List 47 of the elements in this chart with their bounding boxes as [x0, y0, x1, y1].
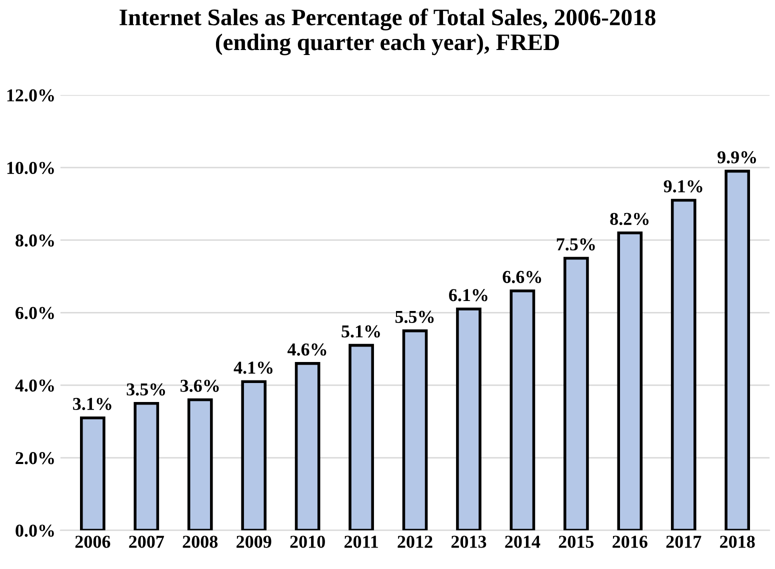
x-tick-label: 2016 — [612, 536, 648, 548]
bar — [80, 416, 106, 530]
bar — [724, 170, 750, 530]
data-label: 8.2% — [610, 212, 649, 226]
bar — [134, 402, 160, 530]
bar — [187, 398, 213, 530]
y-tick-label: 8.0% — [16, 234, 54, 247]
bar — [348, 344, 374, 530]
data-label: 3.6% — [180, 380, 219, 392]
bar — [670, 198, 696, 530]
bar — [510, 290, 536, 530]
data-label: 6.1% — [449, 289, 488, 302]
data-label: 9.9% — [718, 151, 756, 164]
bar — [402, 329, 428, 530]
x-tick-label: 2011 — [344, 536, 378, 548]
data-label: 6.6% — [502, 270, 542, 284]
x-tick-label: 2014 — [505, 536, 540, 548]
x-tick-label: 2018 — [720, 536, 755, 548]
bar — [617, 231, 643, 530]
bar — [241, 380, 267, 530]
x-tick-label: 2013 — [451, 536, 486, 548]
x-tick-label: 2007 — [129, 536, 164, 548]
x-tick-label: 2008 — [182, 536, 218, 548]
chart-title: Internet Sales as Percentage of Total Sales, 2006-2018 (ending quarter each year), FRED — [120, 8, 656, 56]
x-tick-label: 2009 — [236, 536, 272, 548]
data-label: 7.5% — [556, 238, 595, 250]
data-label: 3.1% — [73, 398, 112, 410]
data-label: 5.1% — [342, 325, 380, 338]
x-tick-label: 2012 — [398, 536, 432, 548]
bar — [564, 256, 589, 530]
data-label: 9.1% — [664, 180, 702, 192]
data-label: 5.5% — [395, 310, 434, 324]
x-tick-label: 2017 — [666, 536, 702, 548]
y-tick-label: 10.0% — [7, 162, 54, 174]
x-tick-label: 2015 — [558, 536, 594, 548]
data-label: 4.1% — [234, 362, 272, 374]
y-tick-label: 6.0% — [16, 306, 54, 320]
x-tick-label: 2006 — [75, 536, 110, 548]
y-tick-label: 12.0% — [7, 89, 54, 102]
x-tick-label: 2010 — [290, 536, 325, 548]
y-tick-label: 2.0% — [16, 452, 54, 464]
data-label: 4.6% — [288, 343, 326, 356]
bar — [456, 308, 482, 530]
data-label: 3.5% — [126, 383, 166, 396]
y-tick-label: 4.0% — [15, 379, 54, 392]
bar — [294, 362, 320, 530]
y-tick-label: 0.0% — [16, 524, 54, 537]
